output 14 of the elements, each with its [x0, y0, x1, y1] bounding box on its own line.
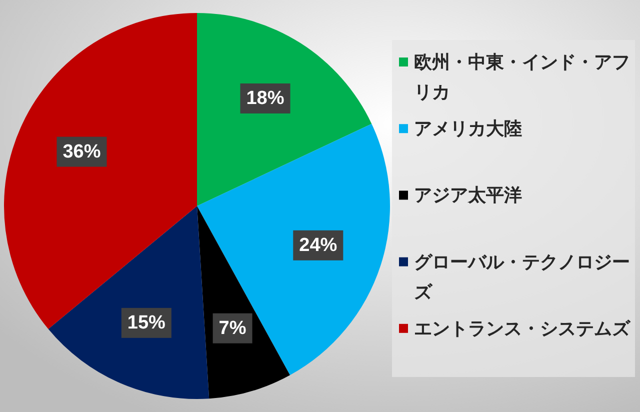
data-label: 7%	[218, 318, 246, 339]
pie-slice	[197, 13, 372, 206]
pie-slice	[4, 13, 197, 330]
legend-label: 欧州・中東・インド・アフリカ	[414, 52, 630, 102]
data-label: 24%	[299, 234, 338, 256]
data-label: 18%	[246, 88, 284, 109]
data-label: 15%	[127, 312, 166, 334]
data-label: 36%	[62, 141, 101, 162]
legend-label: エントランス・システムズ	[414, 318, 631, 339]
pie-slice	[197, 124, 390, 376]
legend-label: アメリカ大陸	[414, 118, 522, 140]
pie-slice	[48, 206, 210, 399]
legend-label: グローバル・テクノロジーズ	[414, 251, 630, 302]
legend-label: アジア太平洋	[414, 184, 522, 206]
